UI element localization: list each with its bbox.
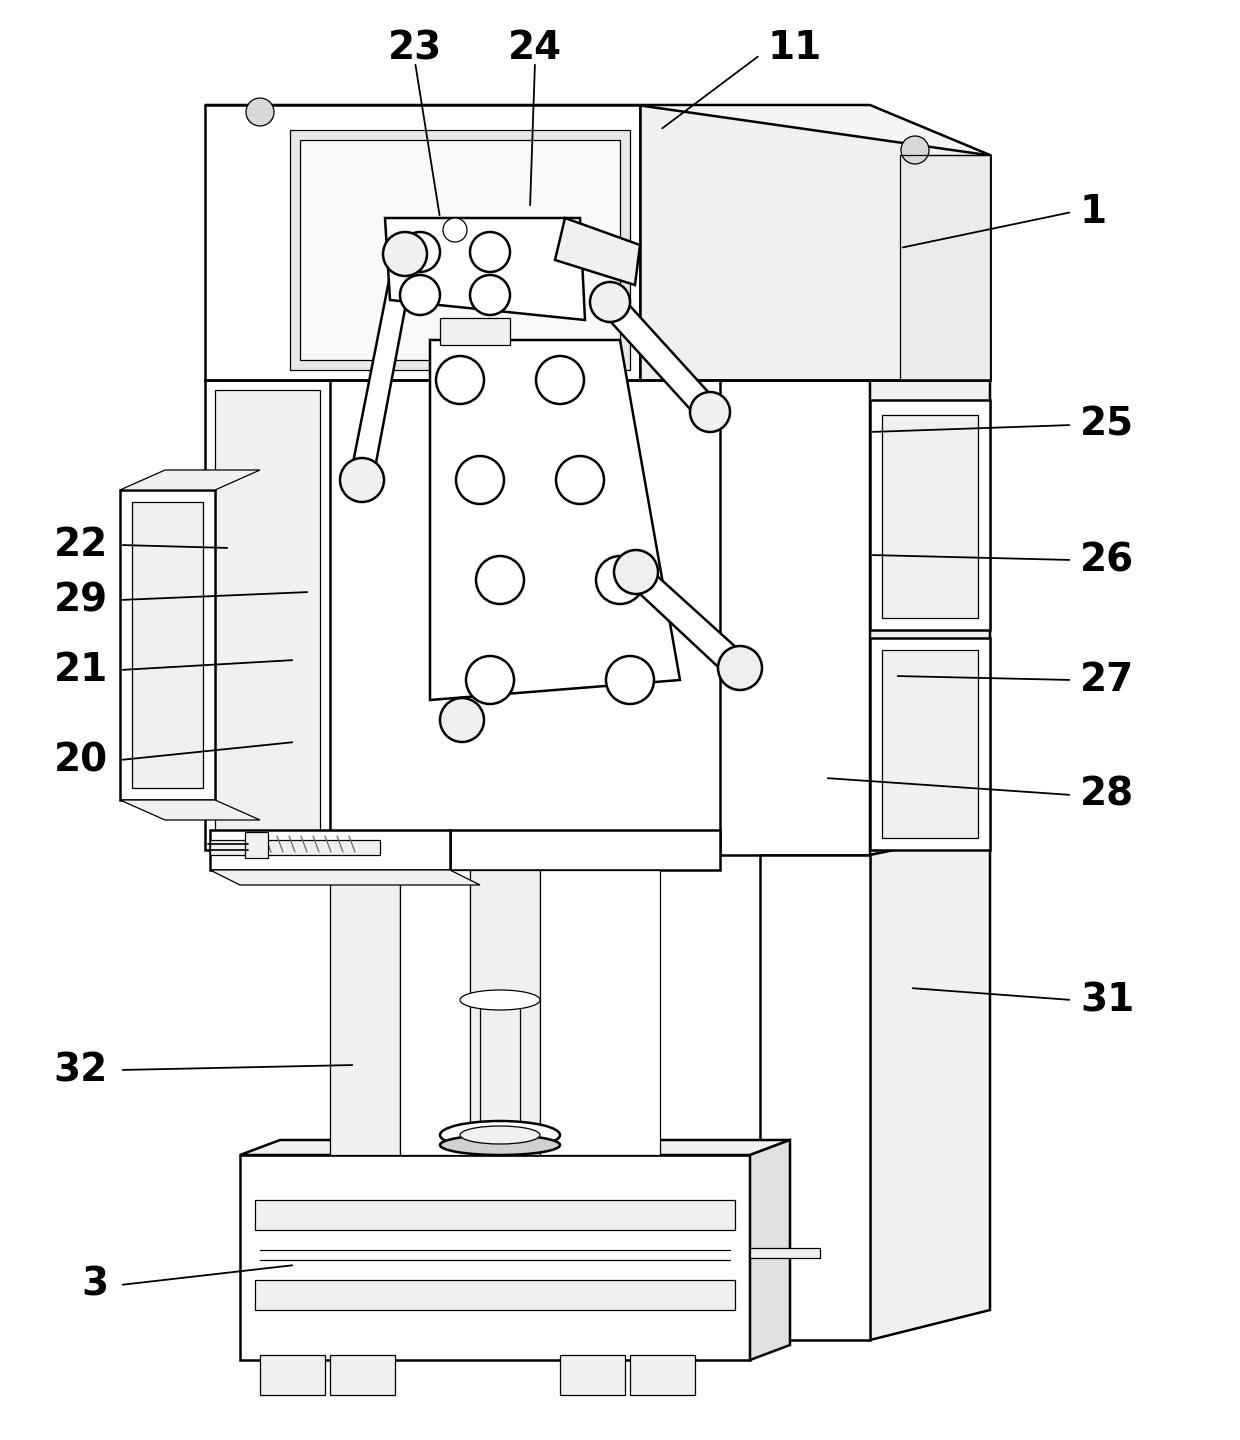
Polygon shape	[870, 380, 990, 855]
Circle shape	[401, 232, 440, 272]
Circle shape	[536, 356, 584, 405]
Polygon shape	[384, 217, 585, 320]
Polygon shape	[120, 469, 260, 490]
Text: 26: 26	[1080, 541, 1135, 579]
Polygon shape	[750, 1140, 790, 1359]
Text: 27: 27	[1080, 661, 1135, 698]
Polygon shape	[330, 870, 401, 1155]
Polygon shape	[470, 870, 539, 1155]
Circle shape	[466, 657, 515, 704]
Circle shape	[470, 232, 510, 272]
Polygon shape	[556, 217, 640, 285]
Polygon shape	[870, 400, 990, 631]
Polygon shape	[300, 140, 620, 360]
Circle shape	[901, 135, 929, 164]
Polygon shape	[640, 105, 990, 380]
Circle shape	[718, 647, 763, 690]
Ellipse shape	[440, 1135, 560, 1155]
Polygon shape	[255, 1200, 735, 1230]
Polygon shape	[210, 829, 450, 870]
Ellipse shape	[460, 991, 539, 1009]
Text: 23: 23	[388, 29, 443, 68]
Polygon shape	[630, 1355, 694, 1395]
Polygon shape	[205, 380, 330, 850]
Polygon shape	[760, 855, 870, 1341]
Text: 21: 21	[53, 651, 108, 688]
Circle shape	[340, 458, 384, 503]
Polygon shape	[870, 638, 990, 850]
Polygon shape	[882, 649, 978, 838]
Text: 11: 11	[768, 29, 822, 68]
Polygon shape	[210, 870, 480, 886]
Circle shape	[596, 556, 644, 603]
Polygon shape	[246, 832, 268, 858]
Circle shape	[614, 550, 658, 593]
Circle shape	[689, 392, 730, 432]
Polygon shape	[215, 390, 320, 840]
Polygon shape	[401, 870, 470, 1155]
Polygon shape	[720, 380, 870, 855]
Text: 29: 29	[53, 580, 108, 619]
Text: 3: 3	[81, 1266, 108, 1305]
Text: 1: 1	[1080, 193, 1107, 230]
Polygon shape	[210, 840, 379, 855]
Polygon shape	[440, 318, 510, 346]
Text: 24: 24	[508, 29, 562, 68]
Polygon shape	[750, 1248, 820, 1259]
Polygon shape	[205, 105, 640, 380]
Polygon shape	[255, 1280, 735, 1310]
Polygon shape	[205, 105, 990, 156]
Text: 32: 32	[53, 1051, 108, 1089]
Polygon shape	[120, 801, 260, 819]
Polygon shape	[241, 1155, 750, 1359]
Polygon shape	[600, 295, 720, 420]
Circle shape	[590, 282, 630, 323]
Polygon shape	[625, 564, 750, 678]
Text: 28: 28	[1080, 776, 1135, 814]
Polygon shape	[260, 1355, 325, 1395]
Circle shape	[383, 232, 427, 276]
Polygon shape	[882, 415, 978, 618]
Text: 25: 25	[1080, 406, 1135, 444]
Circle shape	[246, 98, 274, 125]
Circle shape	[606, 657, 653, 704]
Ellipse shape	[440, 1120, 560, 1149]
Polygon shape	[450, 829, 720, 870]
Polygon shape	[480, 999, 520, 1140]
Text: 22: 22	[53, 526, 108, 564]
Circle shape	[440, 698, 484, 742]
Polygon shape	[290, 130, 630, 370]
Polygon shape	[131, 503, 203, 788]
Polygon shape	[350, 251, 415, 484]
Polygon shape	[120, 490, 215, 801]
Circle shape	[556, 456, 604, 504]
Circle shape	[470, 275, 510, 315]
Text: 20: 20	[53, 742, 108, 779]
Circle shape	[456, 456, 503, 504]
Polygon shape	[900, 156, 990, 380]
Polygon shape	[330, 1355, 396, 1395]
Circle shape	[436, 356, 484, 405]
Polygon shape	[241, 1140, 790, 1155]
Text: 31: 31	[1080, 981, 1135, 1020]
Ellipse shape	[460, 1126, 539, 1143]
Circle shape	[443, 217, 467, 242]
Polygon shape	[560, 1355, 625, 1395]
Polygon shape	[539, 870, 660, 1155]
Circle shape	[476, 556, 525, 603]
Polygon shape	[430, 340, 680, 700]
Polygon shape	[870, 829, 990, 1341]
Circle shape	[401, 275, 440, 315]
